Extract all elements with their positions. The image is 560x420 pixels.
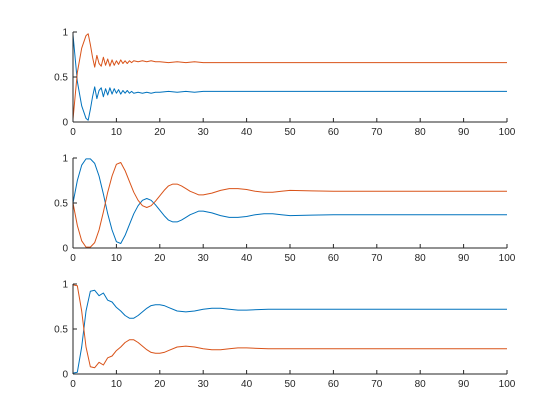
x-tick-label: 20: [154, 253, 166, 264]
y-tick-label: 0.5: [54, 73, 68, 84]
x-tick-label: 60: [328, 379, 340, 390]
x-tick-label: 70: [371, 379, 383, 390]
x-tick-label: 0: [70, 127, 76, 138]
x-tick-label: 50: [284, 253, 296, 264]
y-tick-label: 1: [62, 154, 68, 165]
series-line-1: [72, 34, 507, 121]
y-tick-label: 0.5: [54, 325, 68, 336]
x-tick-label: 90: [458, 379, 470, 390]
x-tick-label: 100: [499, 253, 516, 264]
x-tick-label: 10: [111, 253, 123, 264]
y-tick-label: 0: [62, 118, 68, 129]
subplot-2: 0 10 20 30 40 50 60 70 80 90 100 0 0.5 1: [54, 154, 516, 265]
x-tick-label: 80: [415, 379, 427, 390]
x-tick-label: 30: [198, 379, 210, 390]
subplot-3: 0 10 20 30 40 50 60 70 80 90 100 0 0.5 1: [54, 280, 516, 391]
x-tick-label: 80: [415, 253, 427, 264]
x-tick-label: 80: [415, 127, 427, 138]
subplot-1: 0 10 20 30 40 50 60 70 80 90 100 0 0.5 1: [54, 28, 516, 139]
x-tick-label: 60: [328, 253, 340, 264]
x-tick-label: 90: [458, 253, 470, 264]
x-tick-label: 30: [198, 253, 210, 264]
x-tick-label: 100: [499, 127, 516, 138]
y-tick-label: 1: [62, 280, 68, 291]
x-tick-label: 50: [284, 127, 296, 138]
y-tick-label: 0: [62, 370, 68, 381]
series-line-1: [72, 289, 507, 374]
x-tick-label: 10: [111, 379, 123, 390]
y-tick-label: 1: [62, 28, 68, 39]
x-tick-label: 40: [241, 253, 253, 264]
series-line-2: [72, 284, 507, 369]
y-tick-label: 0.5: [54, 199, 68, 210]
x-tick-label: 30: [198, 127, 210, 138]
x-tick-label: 70: [371, 253, 383, 264]
x-tick-label: 0: [70, 253, 76, 264]
x-tick-label: 70: [371, 127, 383, 138]
x-tick-label: 90: [458, 127, 470, 138]
x-tick-label: 40: [241, 127, 253, 138]
x-tick-label: 10: [111, 127, 123, 138]
x-tick-label: 20: [154, 127, 166, 138]
series-line-1: [72, 158, 507, 244]
x-tick-label: 100: [499, 379, 516, 390]
x-tick-label: 50: [284, 379, 296, 390]
y-tick-label: 0: [62, 244, 68, 255]
series-line-2: [72, 33, 507, 120]
x-tick-label: 40: [241, 379, 253, 390]
series-line-2: [72, 162, 507, 248]
x-tick-label: 60: [328, 127, 340, 138]
x-tick-label: 0: [70, 379, 76, 390]
x-tick-label: 20: [154, 379, 166, 390]
